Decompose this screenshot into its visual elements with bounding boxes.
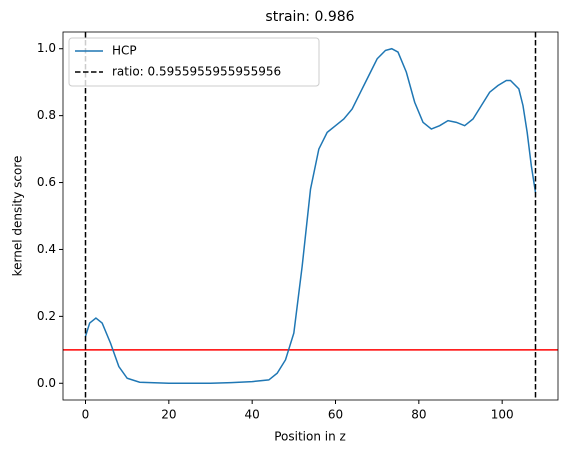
y-tick-label: 1.0 — [37, 41, 56, 55]
y-tick-label: 0.8 — [37, 108, 56, 122]
y-tick-label: 0.6 — [37, 175, 56, 189]
y-axis-label: kernel density score — [11, 156, 25, 277]
axes-frame — [62, 31, 559, 401]
legend-label: ratio: 0.5955955955955956 — [112, 65, 281, 79]
data-line — [84, 47, 537, 385]
x-tick-label: 20 — [161, 408, 176, 422]
y-tick-label: 0.2 — [37, 309, 56, 323]
y-tick-label: 0.4 — [37, 242, 56, 256]
x-axis-label: Position in z — [274, 430, 346, 444]
x-tick-label: 0 — [82, 408, 90, 422]
chart-title: strain: 0.986 — [265, 9, 354, 25]
x-tick-label: 100 — [491, 408, 514, 422]
legend-label: HCP — [112, 44, 137, 58]
x-tick-label: 40 — [245, 408, 260, 422]
legend-box — [68, 37, 320, 87]
x-tick-label: 80 — [411, 408, 426, 422]
x-tick-label: 60 — [328, 408, 343, 422]
y-tick-label: 0.0 — [37, 376, 56, 390]
